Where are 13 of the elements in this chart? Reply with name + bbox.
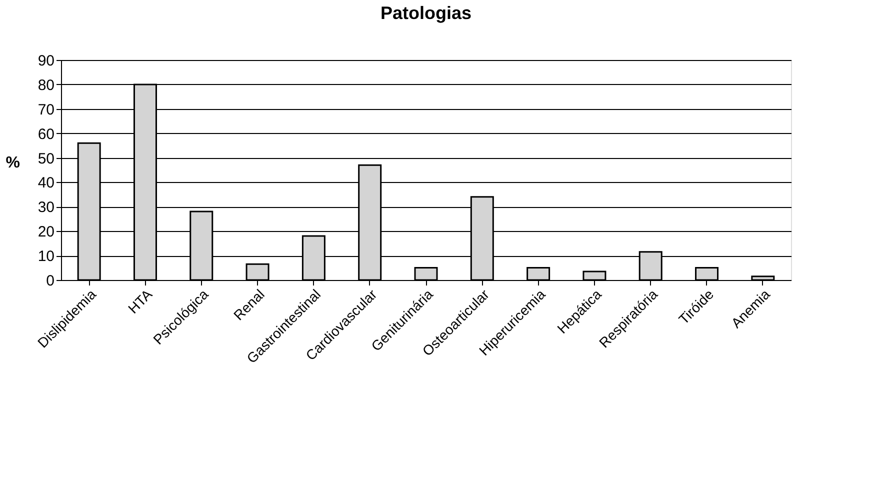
y-tick-label: 40 [38,174,54,192]
x-tick-label: HTA [124,286,156,316]
y-axis-title: % [6,154,20,172]
y-tick-label: 60 [38,126,54,143]
y-tick-label: 20 [38,224,54,241]
y-tick-label: 90 [38,52,54,70]
y-tick-label: 50 [38,150,54,168]
y-tick-label: 80 [38,76,54,94]
y-tick-label: 10 [38,248,54,266]
chart-title: Patologias [380,3,472,23]
y-tick-label: 0 [46,272,54,290]
y-tick-label: 70 [38,101,54,118]
y-tick-label: 30 [38,199,54,216]
